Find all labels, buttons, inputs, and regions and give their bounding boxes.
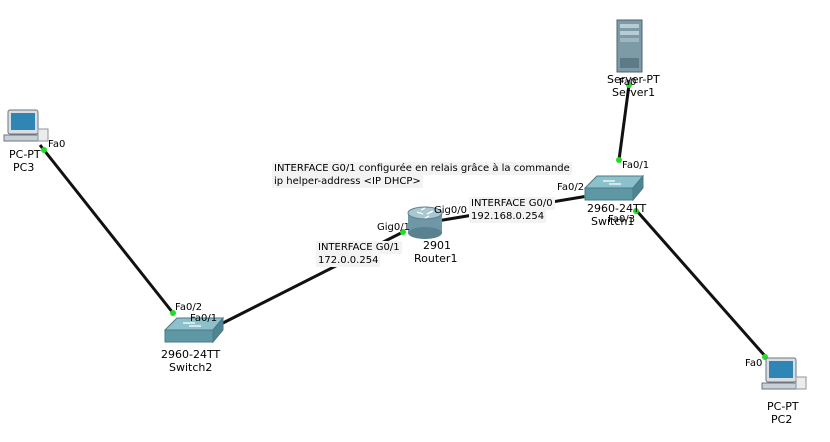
port-label-pc3-fa0: Fa0: [48, 139, 66, 150]
links: [38, 84, 767, 357]
switch2-model-label: 2960-24TT: [161, 348, 221, 361]
link-switch1-server1[interactable]: [617, 84, 631, 161]
pc3-name-label: PC3: [13, 161, 35, 174]
port-light-sw1-fa01: [616, 157, 622, 163]
port-label-sw1-fa03: Fa0/3: [608, 214, 636, 225]
router1-name-label: Router1: [414, 252, 458, 265]
port-label-r1-gig00: Gig0/0: [434, 205, 467, 216]
g00-note-ip: 192.168.0.254: [469, 210, 547, 223]
pc2-icon[interactable]: [761, 357, 807, 390]
router1-icon[interactable]: [407, 206, 443, 239]
port-label-sw2-fa01: Fa0/1: [190, 313, 218, 324]
relay-note-line2: ip helper-address <IP DHCP>: [272, 175, 423, 188]
switch1-model-label: 2960-24TT: [587, 202, 647, 215]
port-label-srv-fa0: Fa0: [619, 77, 637, 88]
port-light-sw2-fa02: [170, 310, 176, 316]
port-light-srv-fa0: [626, 82, 632, 88]
port-label-pc2-fa0: Fa0: [745, 358, 763, 369]
port-label-sw1-fa01: Fa0/1: [622, 160, 650, 171]
port-light-sw1-fa03: [633, 208, 639, 214]
pc2-type-label: PC-PT: [767, 400, 799, 413]
server1-name-label: Server1: [612, 86, 656, 99]
g01-note-title: INTERFACE G0/1: [316, 241, 402, 254]
pc3-type-label: PC-PT: [9, 148, 41, 161]
port-light-r1-gig01: [400, 229, 406, 235]
server1-icon[interactable]: [616, 19, 643, 73]
port-light-pc3-fa0: [41, 147, 47, 153]
switch1-name-label: Switch1: [591, 215, 635, 228]
switch2-name-label: Switch2: [169, 361, 213, 374]
pc3-icon[interactable]: [3, 109, 49, 142]
g00-note-title: INTERFACE G0/0: [469, 197, 555, 210]
link-pc3-switch2[interactable]: [38, 144, 175, 314]
port-status-lights: [41, 82, 768, 360]
link-switch1-pc2[interactable]: [634, 209, 767, 357]
relay-note-line1: INTERFACE G0/1 configurée en relais grâc…: [272, 162, 572, 175]
pc2-name-label: PC2: [771, 413, 793, 426]
server1-type-label: Server-PT: [607, 73, 660, 86]
g01-note-ip: 172.0.0.254: [316, 254, 381, 267]
port-label-sw1-fa02: Fa0/2: [557, 182, 585, 193]
port-label-sw2-fa02: Fa0/2: [175, 302, 203, 313]
router1-model-label: 2901: [423, 239, 451, 252]
switch2-icon[interactable]: [163, 316, 225, 344]
port-label-r1-gig01: Gig0/1: [377, 222, 410, 233]
switch1-icon[interactable]: [583, 174, 645, 202]
